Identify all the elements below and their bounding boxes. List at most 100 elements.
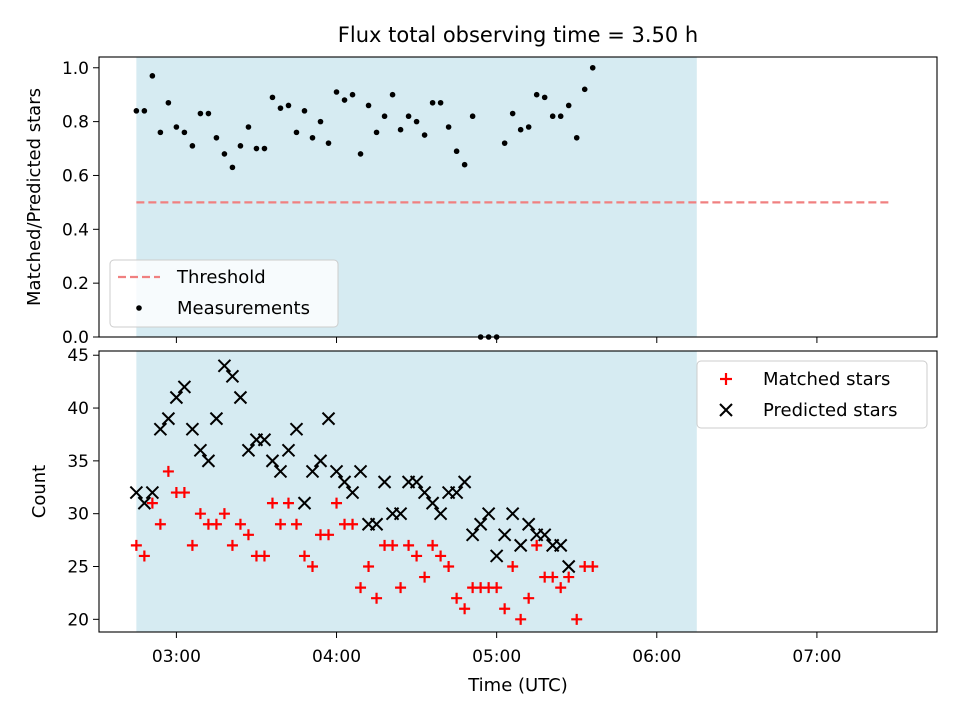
measurement-point <box>437 99 444 106</box>
measurement-point <box>517 126 524 133</box>
legend-ratio: Threshold Measurements <box>109 259 339 328</box>
predicted-star-point <box>561 559 576 574</box>
shaded-interval-count <box>136 351 697 632</box>
measurement-point <box>445 124 452 130</box>
matched-star-point <box>507 561 519 573</box>
measurement-point <box>205 110 212 117</box>
measurement-point <box>461 161 468 168</box>
matched-star-point <box>411 550 423 562</box>
legend-count-box <box>696 360 928 429</box>
measurement-point <box>285 102 292 109</box>
predicted-star-point <box>257 433 272 447</box>
matched-star-point <box>130 539 142 551</box>
matched-star-point <box>282 497 294 509</box>
y-axis-label-count: Count <box>29 465 50 518</box>
measurement-point <box>341 97 348 103</box>
matched-star-point <box>162 465 174 477</box>
matched-star-point <box>234 518 246 530</box>
matched-star-point <box>290 518 302 530</box>
y-tick-label-count-3: 35 <box>67 452 89 472</box>
measurement-point <box>269 94 276 101</box>
matched-star-point <box>515 613 527 625</box>
measurement-point <box>149 73 156 79</box>
predicted-star-point <box>217 359 232 373</box>
matched-star-point <box>178 487 190 499</box>
measurement-point <box>277 105 284 111</box>
matched-star-point <box>531 539 543 551</box>
predicted-star-point <box>449 485 464 500</box>
measurement-point <box>381 113 388 120</box>
measurement-point <box>333 89 340 95</box>
matched-star-point <box>307 561 319 573</box>
measurement-point <box>173 124 180 130</box>
x-tick-label-3: 06:00 <box>632 647 681 667</box>
matched-star-point <box>258 550 270 562</box>
measurement-point <box>581 86 588 93</box>
predicted-star-point <box>329 464 344 479</box>
matched-star-point <box>347 518 359 530</box>
matched-star-point <box>419 571 431 583</box>
predicted-star-point <box>321 411 336 426</box>
matched-star-point <box>146 497 158 509</box>
measurement-point <box>197 110 204 117</box>
x-tick-label-2: 05:00 <box>472 647 521 667</box>
predicted-star-point <box>481 506 496 521</box>
matched-star-point <box>218 508 230 520</box>
matched-star-point <box>587 561 599 573</box>
y-tick-label-ratio-0: 0.0 <box>62 328 89 348</box>
measurement-point <box>421 132 428 138</box>
predicted-star-point <box>497 528 512 542</box>
matched-star-point <box>499 603 511 615</box>
measurement-point <box>309 134 316 141</box>
chart-title: Flux total observing time = 3.50 h <box>338 23 698 47</box>
predicted-star-point <box>153 422 168 436</box>
measurement-point <box>453 148 460 155</box>
predicted-legend-label: Predicted stars <box>763 400 897 421</box>
matched-star-point <box>443 561 455 573</box>
y-tick-label-ratio-3: 0.6 <box>62 166 89 186</box>
measurement-point <box>301 108 308 114</box>
predicted-star-point <box>465 528 480 542</box>
measurement-point <box>573 134 580 141</box>
predicted-star-point <box>505 506 520 521</box>
measurement-point <box>133 108 140 114</box>
predicted-star-point <box>233 390 248 405</box>
predicted-star-point <box>169 390 184 405</box>
predicted-star-point <box>537 528 552 542</box>
legend-ratio-box <box>109 259 339 328</box>
predicted-star-point <box>313 454 328 468</box>
matched-star-point <box>555 582 567 594</box>
predicted-star-point <box>393 506 408 521</box>
measurements-legend-label: Measurements <box>177 298 310 319</box>
measurement-point <box>213 134 220 141</box>
y-axis-ratio: 0.0 0.2 0.4 0.6 0.8 1.0 <box>62 59 99 348</box>
matched-star-point <box>194 508 206 520</box>
predicted-star-point <box>145 485 160 500</box>
measurement-point <box>261 145 268 152</box>
x-axis-count: 03:00 04:00 05:00 06:00 07:00 <box>152 632 841 667</box>
matched-legend-label: Matched stars <box>763 369 890 390</box>
measurement-point <box>365 102 372 109</box>
measurement-point <box>501 140 508 146</box>
measurement-point <box>157 129 164 136</box>
y-axis-label-ratio: Matched/Predicted stars <box>24 88 45 306</box>
x-tick-label-4: 07:00 <box>792 647 841 667</box>
matched-star-point <box>459 603 471 615</box>
matched-star-point <box>154 518 166 530</box>
x-axis-label: Time (UTC) <box>467 675 568 696</box>
predicted-star-point <box>377 475 392 489</box>
matched-star-point <box>242 529 254 541</box>
predicted-star-point <box>521 517 536 531</box>
measurement-point <box>245 124 252 130</box>
predicted-legend-swatch <box>719 403 733 417</box>
matched-star-point <box>371 592 383 604</box>
predicted-star-point <box>417 485 432 500</box>
predicted-star-point <box>193 443 208 458</box>
measurement-point <box>469 113 476 120</box>
matched-star-point <box>395 582 407 594</box>
measurement-point <box>525 124 532 130</box>
matched-star-point <box>323 529 335 541</box>
matched-star-point <box>274 518 286 530</box>
count-panel: 03:00 04:00 05:00 06:00 07:00 20 25 30 35 40 45 C… <box>29 346 938 696</box>
